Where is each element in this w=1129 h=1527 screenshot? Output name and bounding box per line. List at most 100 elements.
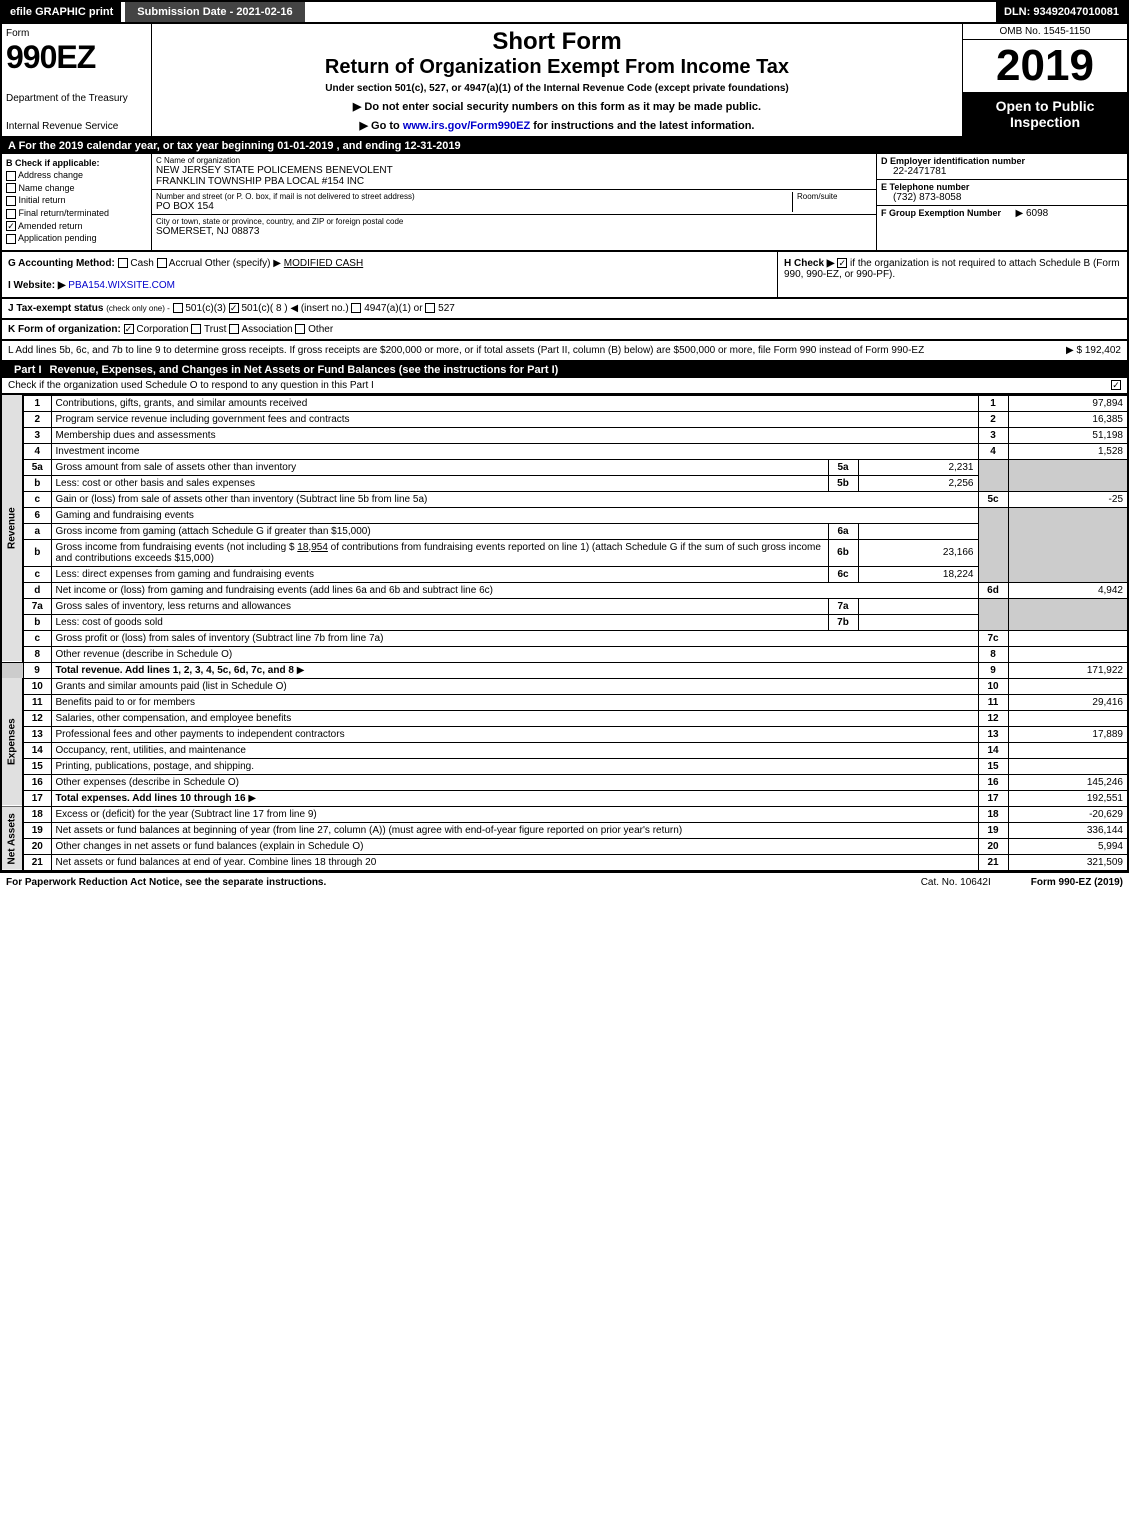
k-trust-check[interactable] [191,324,201,334]
line10-col: 10 [978,678,1008,694]
goto-suffix: for instructions and the latest informat… [533,120,754,132]
line5a-num: 5a [23,459,51,475]
line5a-subnum: 5a [828,459,858,475]
check-initial-return[interactable]: Initial return [6,195,147,206]
line14-amt [1008,742,1128,758]
line2-desc: Program service revenue including govern… [51,411,978,427]
row-g-accounting: G Accounting Method: Cash Accrual Other … [2,252,777,297]
city-label: City or town, state or province, country… [156,217,872,226]
line15-amt [1008,758,1128,774]
goto-prefix: ▶ Go to [360,120,403,132]
efile-label[interactable]: efile GRAPHIC print [2,2,121,22]
line13-col: 13 [978,726,1008,742]
line7c-desc: Gross profit or (loss) from sales of inv… [51,630,978,646]
line4-amt: 1,528 [1008,443,1128,459]
footer-catno: Cat. No. 10642I [921,877,991,888]
line2-amt: 16,385 [1008,411,1128,427]
room-label: Room/suite [797,192,872,201]
check-final-return[interactable]: Final return/terminated [6,208,147,219]
header-mid: Short Form Return of Organization Exempt… [152,24,962,136]
shade-6 [978,507,1008,582]
line16-col: 16 [978,774,1008,790]
k-other-check[interactable] [295,324,305,334]
line6d-amt: 4,942 [1008,582,1128,598]
website-link[interactable]: PBA154.WIXSITE.COM [68,280,175,291]
line10-desc: Grants and similar amounts paid (list in… [51,678,978,694]
line19-amt: 336,144 [1008,822,1128,838]
line5b-subnum: 5b [828,475,858,491]
line6a-subnum: 6a [828,523,858,539]
g-cash-check[interactable] [118,258,128,268]
g-other-value: MODIFIED CASH [284,258,363,269]
j-527-check[interactable] [425,303,435,313]
shade-7-amt [1008,598,1128,630]
line7a-subnum: 7a [828,598,858,614]
h-text: if the organization is not required to a… [784,258,1120,280]
short-form-title: Short Form [156,28,958,56]
part1-header: Part I Revenue, Expenses, and Changes in… [0,362,1129,378]
j-501c3-check[interactable] [173,303,183,313]
city-value: SOMERSET, NJ 08873 [156,226,872,237]
g-accrual-check[interactable] [157,258,167,268]
col-def: D Employer identification number 22-2471… [877,154,1127,250]
j-4947-check[interactable] [351,303,361,313]
line20-desc: Other changes in net assets or fund bala… [51,838,978,854]
goto-link[interactable]: www.irs.gov/Form990EZ [403,120,530,132]
header-left: Form 990EZ Department of the Treasury In… [2,24,152,136]
line6b-subnum: 6b [828,539,858,566]
line12-col: 12 [978,710,1008,726]
part1-scheduleo-check[interactable] [1111,380,1121,390]
h-checkbox[interactable] [837,258,847,268]
line11-col: 11 [978,694,1008,710]
line7b-subnum: 7b [828,614,858,630]
street-value: PO BOX 154 [156,201,792,212]
line17-num: 17 [23,790,51,806]
j-sub: (check only one) - [106,304,170,313]
line6b-subval: 23,166 [858,539,978,566]
lines-table: Revenue 1 Contributions, gifts, grants, … [0,395,1129,872]
i-label: I Website: ▶ [8,280,66,291]
header-right: OMB No. 1545-1150 2019 Open to Public In… [962,24,1127,136]
page-footer: For Paperwork Reduction Act Notice, see … [0,872,1129,892]
footer-formref: Form 990-EZ (2019) [1031,877,1123,888]
col-b-checks: B Check if applicable: Address change Na… [2,154,152,250]
line6c-subval: 18,224 [858,566,978,582]
line15-desc: Printing, publications, postage, and shi… [51,758,978,774]
line6c-desc: Less: direct expenses from gaming and fu… [51,566,828,582]
f-value: ▶ 6098 [1004,208,1049,219]
check-application-pending[interactable]: Application pending [6,233,147,244]
form-label: Form [6,28,147,39]
line4-desc: Investment income [51,443,978,459]
line19-col: 19 [978,822,1008,838]
line16-desc: Other expenses (describe in Schedule O) [51,774,978,790]
org-name-label: C Name of organization [156,156,872,165]
k-assoc-check[interactable] [229,324,239,334]
line5c-col: 5c [978,491,1008,507]
line4-col: 4 [978,443,1008,459]
line17-desc: Total expenses. Add lines 10 through 16 … [51,790,978,806]
line7b-num: b [23,614,51,630]
row-a-text: A For the 2019 calendar year, or tax yea… [8,140,461,152]
line21-desc: Net assets or fund balances at end of ye… [51,854,978,871]
line14-desc: Occupancy, rent, utilities, and maintena… [51,742,978,758]
check-address-change[interactable]: Address change [6,170,147,181]
shade-5 [978,459,1008,491]
check-name-change[interactable]: Name change [6,183,147,194]
k-corp-check[interactable] [124,324,134,334]
line18-num: 18 [23,806,51,822]
line9-num: 9 [23,662,51,678]
part1-title: Revenue, Expenses, and Changes in Net As… [50,364,1123,376]
line6a-num: a [23,523,51,539]
line6c-num: c [23,566,51,582]
line8-amt [1008,646,1128,662]
line1-num: 1 [23,395,51,411]
goto-line: ▶ Go to www.irs.gov/Form990EZ for instru… [156,119,958,132]
part1-sub-text: Check if the organization used Schedule … [8,380,374,391]
h-label: H Check ▶ [784,258,834,269]
f-group-row: F Group Exemption Number ▶ 6098 [877,206,1127,221]
line9-desc: Total revenue. Add lines 1, 2, 3, 4, 5c,… [51,662,978,678]
j-501c-check[interactable] [229,303,239,313]
shade-6-amt [1008,507,1128,582]
check-amended-return[interactable]: Amended return [6,221,147,232]
line11-num: 11 [23,694,51,710]
